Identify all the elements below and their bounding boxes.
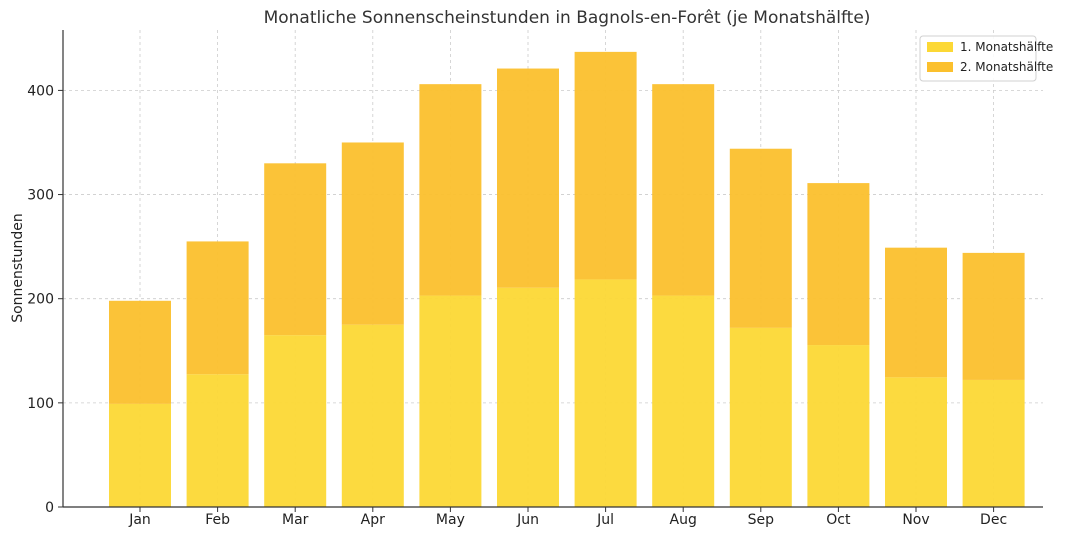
x-tick-label: Dec	[980, 512, 1007, 528]
bar-nov-series-1	[885, 377, 947, 507]
bar-jan-series-1	[109, 403, 171, 507]
x-tick-label: May	[436, 512, 465, 528]
x-tick-label: Sep	[748, 512, 775, 528]
bar-jun-series-2	[497, 68, 559, 288]
x-tick-label: Oct	[826, 512, 851, 528]
legend: 1. Monatshälfte 2. Monatshälfte	[919, 35, 1053, 82]
bar-mar-series-2	[264, 163, 327, 336]
bar-nov-series-2	[885, 247, 947, 378]
x-tick-label: Nov	[902, 512, 929, 528]
bar-feb-series-2	[186, 241, 249, 375]
bar-mar-series-1	[264, 335, 327, 507]
bar-apr-series-1	[341, 324, 404, 507]
y-axis-label: Sonnenstunden	[10, 213, 26, 323]
bar-sep-series-2	[729, 148, 792, 328]
bar-aug-series-1	[652, 295, 715, 507]
y-tick-label: 400	[27, 83, 54, 99]
bar-may-series-2	[419, 84, 482, 296]
x-tick-label: Apr	[361, 512, 385, 528]
x-tick-label: Aug	[670, 512, 697, 528]
bar-sep-series-1	[729, 327, 792, 507]
bar-oct-series-2	[807, 183, 870, 346]
x-tick-label: Feb	[205, 512, 230, 528]
bar-oct-series-1	[807, 345, 870, 507]
legend-label-series-1: 1. Monatshälfte	[960, 40, 1053, 54]
x-tick-label: Jan	[128, 512, 151, 528]
x-tick-label: Jul	[596, 512, 614, 528]
legend-swatch-series-1	[927, 42, 953, 52]
bar-apr-series-2	[341, 142, 404, 325]
bar-dec-series-1	[962, 379, 1025, 507]
chart-title: Monatliche Sonnenscheinstunden in Bagnol…	[264, 8, 871, 28]
bar-jan-series-2	[109, 300, 171, 404]
x-tick-label: Jun	[516, 512, 539, 528]
bar-aug-series-2	[652, 84, 715, 296]
bar-jul-series-1	[574, 279, 637, 507]
bar-may-series-1	[419, 295, 482, 507]
x-tick-label: Mar	[282, 512, 309, 528]
bar-jun-series-1	[497, 287, 559, 507]
y-tick-label: 0	[45, 500, 54, 516]
y-tick-label: 300	[27, 188, 54, 204]
bar-feb-series-1	[186, 374, 249, 507]
legend-label-series-2: 2. Monatshälfte	[960, 60, 1053, 74]
bars-layer	[109, 51, 1025, 507]
bar-jul-series-2	[574, 51, 637, 280]
bar-dec-series-2	[962, 252, 1025, 380]
axes-layer: 0 100 200 300 400 Jan Feb Mar Apr May Jun Jul Aug Sep…	[27, 30, 1043, 528]
y-tick-label: 100	[27, 396, 54, 412]
y-tick-label: 200	[27, 292, 54, 308]
legend-swatch-series-2	[927, 62, 953, 72]
